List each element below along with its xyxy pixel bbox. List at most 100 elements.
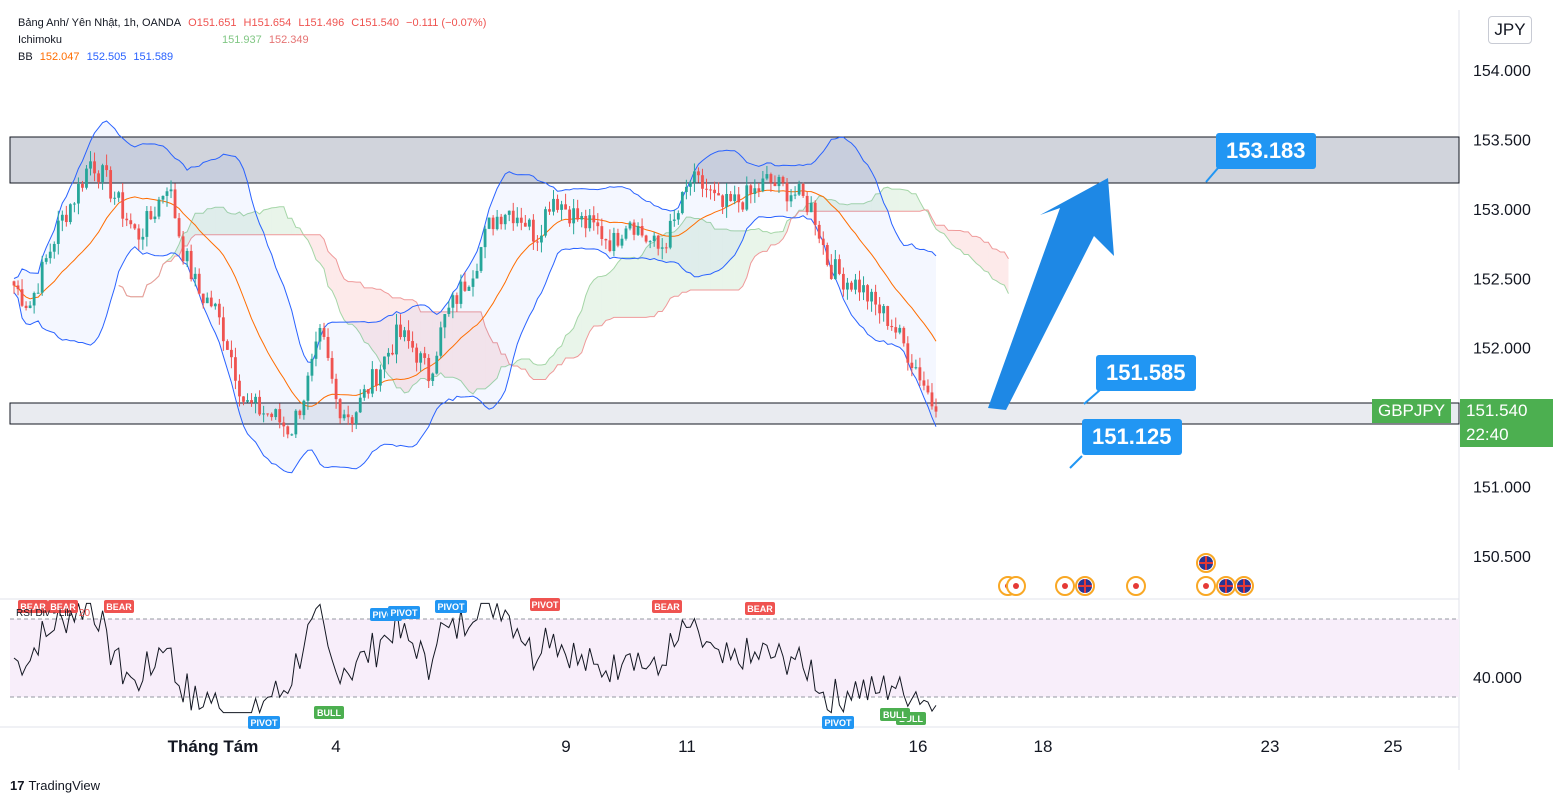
brand-logo[interactable]: 17 TradingView xyxy=(10,778,100,793)
cloud-segment xyxy=(754,228,759,257)
bb-lower xyxy=(13,215,937,474)
candle-body xyxy=(926,385,930,393)
candle-body xyxy=(821,238,825,246)
candle-body xyxy=(350,417,354,425)
candle-body xyxy=(137,228,141,240)
signal-bear: BEAR xyxy=(48,600,78,613)
candle-body xyxy=(660,247,664,249)
rsi-axis-label: 40.000 xyxy=(1473,670,1522,687)
cloud-segment xyxy=(199,213,204,235)
ichimoku-legend[interactable]: Ichimoku xyxy=(18,34,66,46)
jpy-event-icon[interactable] xyxy=(1006,576,1026,596)
candle-body xyxy=(676,213,680,220)
gbp-event-icon[interactable] xyxy=(1196,553,1216,573)
cloud-segment xyxy=(940,225,945,234)
cloud-segment xyxy=(376,289,381,363)
currency-button[interactable]: JPY xyxy=(1488,16,1532,44)
jpy-event-icon[interactable] xyxy=(1196,576,1216,596)
callout-151585[interactable]: 151.585 xyxy=(1096,355,1196,391)
candle-body xyxy=(246,400,249,402)
callout-153183[interactable]: 153.183 xyxy=(1216,133,1316,169)
rsi-legend[interactable]: RSI Div - Lib 20 xyxy=(16,608,94,619)
candle-body xyxy=(536,241,539,243)
cloud-segment xyxy=(328,251,333,291)
bb-v3: 151.589 xyxy=(133,51,174,63)
cloud-segment xyxy=(472,311,478,394)
candle-body xyxy=(737,194,741,203)
countdown-badge: 22:40 xyxy=(1460,423,1553,447)
candle-body xyxy=(370,369,374,394)
candle-body xyxy=(745,185,749,210)
candle-body xyxy=(362,389,366,398)
cloud-segment xyxy=(561,335,566,365)
candle-body xyxy=(725,194,729,207)
signal-text: BEAR xyxy=(20,602,46,612)
candle-body xyxy=(701,175,704,189)
cloud-segment xyxy=(630,257,635,318)
candle-body xyxy=(205,297,209,304)
cloud-segment xyxy=(867,200,872,212)
cloud-segment xyxy=(356,282,361,335)
cloud-segment xyxy=(726,229,731,290)
y-tick-label: 154.000 xyxy=(1473,63,1531,80)
cloud-segment xyxy=(843,204,848,212)
cloud-segment xyxy=(287,218,292,235)
candle-body xyxy=(318,328,322,342)
candle-body xyxy=(129,220,133,225)
candle-body xyxy=(149,211,153,220)
candle-body xyxy=(507,210,511,215)
cloud-segment xyxy=(662,232,667,312)
gbp-event-icon[interactable] xyxy=(1075,576,1095,596)
candle-body xyxy=(459,281,463,304)
candle-body xyxy=(552,198,555,212)
ichimoku-v2: 152.349 xyxy=(268,34,309,46)
candle-body xyxy=(358,397,362,413)
candle-body xyxy=(36,292,40,294)
brand-label: TradingView xyxy=(28,778,101,793)
cloud-segment xyxy=(609,268,614,320)
candle-body xyxy=(20,289,24,306)
bb-legend[interactable]: BB 152.047 152.505 151.589 xyxy=(18,51,177,63)
candle-body xyxy=(902,327,906,344)
candle-body xyxy=(813,202,817,225)
cloud-segment xyxy=(344,278,349,325)
candle-body xyxy=(395,324,398,355)
cloud-segment xyxy=(448,311,453,378)
cloud-segment xyxy=(964,231,969,255)
candle-body xyxy=(644,235,648,242)
candle-body xyxy=(290,434,294,436)
candle-body xyxy=(234,357,237,381)
gbp-event-icon[interactable] xyxy=(1234,576,1254,596)
cloud-segment xyxy=(944,225,949,239)
candle-body xyxy=(616,232,620,246)
cloud-segment xyxy=(364,287,369,344)
candle-body xyxy=(310,358,314,376)
candle-body xyxy=(177,218,181,237)
cloud-segment xyxy=(533,363,538,380)
cloud-segment xyxy=(332,255,337,300)
candle-body xyxy=(805,195,809,213)
cloud-segment xyxy=(191,213,196,239)
candle-body xyxy=(837,259,841,274)
candle-body xyxy=(829,264,833,279)
cloud-segment xyxy=(207,208,212,235)
candle-body xyxy=(572,208,576,224)
candle-body xyxy=(165,191,169,196)
jpy-event-icon[interactable] xyxy=(1126,576,1146,596)
candle-body xyxy=(596,222,600,227)
gbp-event-icon[interactable] xyxy=(1216,576,1236,596)
candle-body xyxy=(77,184,80,204)
candle-body xyxy=(729,194,733,202)
candle-body xyxy=(258,396,261,415)
candle-body xyxy=(632,222,636,235)
jpy-event-icon[interactable] xyxy=(1055,576,1075,596)
candle-body xyxy=(817,224,821,239)
candle-body xyxy=(64,214,68,223)
candle-body xyxy=(777,176,781,187)
callout-151125[interactable]: 151.125 xyxy=(1082,419,1182,455)
cloud-segment xyxy=(670,231,675,299)
candle-body xyxy=(564,204,567,210)
cloud-segment xyxy=(481,311,486,389)
signal-box xyxy=(48,600,78,613)
